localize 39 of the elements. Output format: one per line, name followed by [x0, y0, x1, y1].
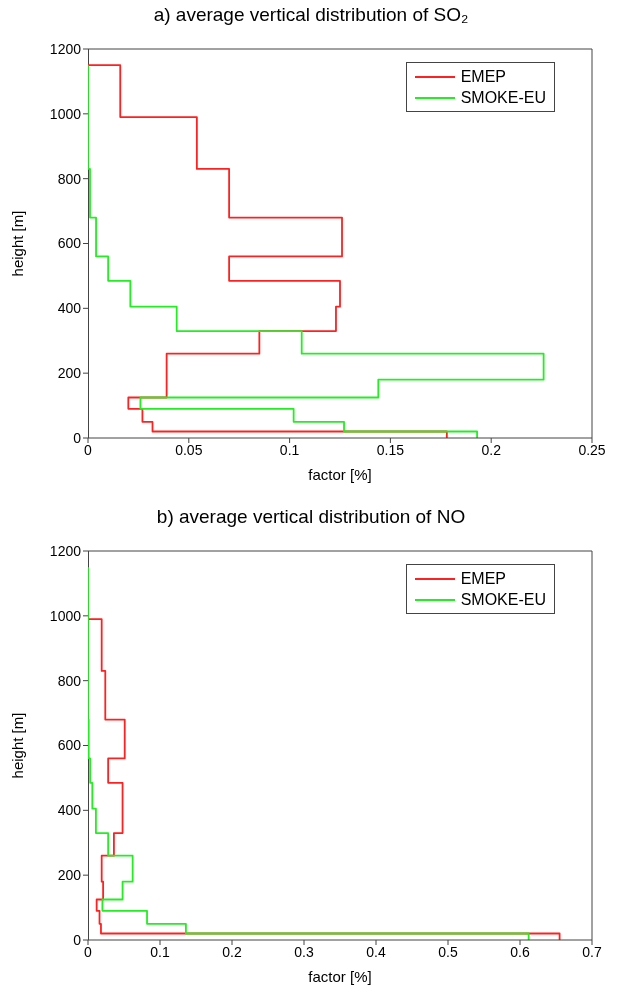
y-tick-label: 200: [57, 867, 82, 884]
x-tick-label: 0.7: [582, 943, 602, 960]
y-tick-label: 1000: [49, 105, 82, 122]
chart-title: b) average vertical distribution of NO: [155, 505, 467, 529]
chart-title: a) average vertical distribution of SO₂: [152, 3, 470, 27]
y-tick-label: 1200: [49, 40, 82, 57]
y-tick-label: 0: [73, 429, 82, 446]
x-tick-label: 0.6: [510, 943, 530, 960]
x-tick-label: 0.3: [294, 943, 314, 960]
x-tick-label: 0.2: [481, 441, 502, 458]
x-tick-label: 0: [84, 943, 93, 960]
y-tick-label: 600: [57, 235, 82, 252]
x-axis-title: factor [%]: [308, 466, 372, 483]
y-axis-title: height [m]: [9, 210, 27, 277]
x-tick-label: 0.25: [578, 441, 606, 458]
x-tick-label: 0.15: [376, 441, 405, 458]
legend-label: SMOKE-EU: [460, 590, 546, 610]
x-tick-label: 0: [84, 441, 93, 458]
x-tick-label: 0.05: [175, 441, 203, 458]
y-tick-label: 200: [57, 365, 82, 382]
legend-label: EMEP: [460, 569, 506, 589]
x-tick-label: 0.2: [222, 943, 242, 960]
x-tick-label: 0.1: [150, 943, 170, 960]
x-tick-label: 0.5: [438, 943, 458, 960]
legend-label: SMOKE-EU: [460, 88, 546, 108]
line-series: [88, 64, 545, 438]
y-tick-label: 800: [57, 672, 82, 689]
legend-label: EMEP: [460, 67, 506, 87]
x-tick-label: 0.1: [279, 441, 300, 458]
x-axis-title: factor [%]: [308, 968, 372, 985]
y-tick-label: 400: [57, 300, 82, 317]
y-tick-label: 400: [57, 802, 82, 819]
y-tick-label: 1200: [49, 542, 82, 559]
y-tick-label: 800: [57, 170, 82, 187]
y-axis-title: height [m]: [9, 712, 27, 779]
y-tick-label: 600: [57, 737, 82, 754]
x-tick-label: 0.4: [366, 943, 386, 960]
y-tick-label: 0: [73, 931, 82, 948]
y-tick-label: 1000: [49, 607, 82, 624]
